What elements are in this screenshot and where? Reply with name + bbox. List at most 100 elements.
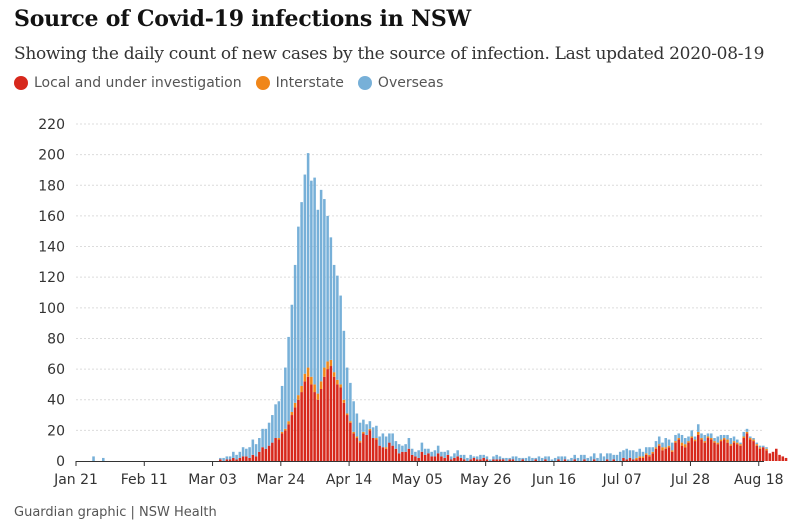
x-tick-label: Apr 14 <box>326 472 373 488</box>
bar-overseas <box>602 456 606 461</box>
bar-local <box>781 456 785 461</box>
bar-overseas <box>716 436 720 443</box>
bar-overseas <box>423 448 427 455</box>
bar-overseas <box>729 438 733 445</box>
bar-overseas <box>241 447 245 457</box>
bar-interstate <box>667 445 671 448</box>
bar-interstate <box>703 441 707 443</box>
bar-overseas <box>300 202 303 386</box>
bar-overseas <box>375 425 378 439</box>
bar-local <box>436 453 440 461</box>
bar-overseas <box>687 436 690 442</box>
y-axis: 0 20 40 60 80 100 120 140 160 180 200 220 <box>38 117 65 470</box>
bar-overseas <box>749 436 752 439</box>
bar-local <box>696 434 700 461</box>
bar-local <box>277 439 281 461</box>
bar-local <box>771 451 775 461</box>
bar-local <box>401 451 404 461</box>
bar-overseas <box>755 442 759 445</box>
bar-local <box>326 369 329 461</box>
bar-local <box>638 457 641 461</box>
bar-local <box>667 447 671 461</box>
bar-local <box>583 459 586 461</box>
bar-overseas <box>290 304 294 412</box>
bar-overseas <box>579 454 583 461</box>
bar-local <box>745 433 749 461</box>
bar-interstate <box>384 447 388 449</box>
bar-local <box>306 376 310 461</box>
bar-overseas <box>462 454 466 460</box>
bar-overseas <box>368 421 372 429</box>
bar-local <box>709 439 713 461</box>
x-tick-label: May 26 <box>460 472 511 488</box>
bar-local <box>336 384 339 461</box>
y-tick-label: 0 <box>56 454 65 470</box>
bar-overseas <box>261 428 264 448</box>
bar-local <box>475 459 479 461</box>
bar-overseas <box>570 457 573 461</box>
bar-local <box>254 456 258 461</box>
bar-overseas <box>349 382 352 422</box>
bar-overseas <box>505 457 508 461</box>
bar-interstate <box>706 436 710 439</box>
bar-overseas <box>430 451 433 457</box>
bar-local <box>313 392 316 461</box>
bar-local <box>352 433 355 461</box>
bar-interstate <box>654 447 658 449</box>
y-tick-label: 220 <box>38 117 65 133</box>
bar-overseas <box>495 454 498 460</box>
bar-local <box>225 459 229 461</box>
bar-overseas <box>651 447 655 452</box>
bar-overseas <box>332 264 336 373</box>
bar-local <box>563 459 567 461</box>
bar-local <box>768 453 772 461</box>
bar-local <box>508 459 511 461</box>
bar-interstate <box>375 438 378 440</box>
bar-overseas <box>745 428 749 432</box>
bar-overseas <box>329 237 333 360</box>
bar-overseas <box>297 226 300 396</box>
bar-interstate <box>719 439 723 442</box>
bar-overseas <box>284 367 287 429</box>
bar-overseas <box>303 174 307 374</box>
bar-local <box>251 454 255 461</box>
bar-local <box>453 457 456 461</box>
bar-overseas <box>641 451 645 457</box>
y-tick-label: 140 <box>38 240 65 256</box>
bar-local <box>703 442 707 461</box>
bar-local <box>391 445 394 461</box>
bar-interstate <box>342 399 346 403</box>
bar-interstate <box>713 441 716 443</box>
bar-overseas <box>631 450 635 460</box>
bar-overseas <box>245 448 248 457</box>
bar-overseas <box>501 457 505 460</box>
bar-local <box>329 366 333 461</box>
bar-overseas <box>560 456 563 461</box>
bar-overseas <box>592 453 596 460</box>
bar-interstate <box>349 421 352 423</box>
bar-overseas <box>622 450 625 458</box>
bar-local <box>303 381 307 461</box>
bar-interstate <box>674 441 677 443</box>
bar-overseas <box>388 433 391 443</box>
bar-overseas <box>420 442 424 452</box>
bar-local <box>267 445 271 461</box>
bar-local <box>644 454 648 461</box>
bar-interstate <box>648 454 651 457</box>
x-tick-label: Jun 16 <box>531 472 576 488</box>
bar-local <box>323 376 326 461</box>
bar-overseas <box>102 457 105 461</box>
bar-local <box>732 442 736 461</box>
bar-overseas <box>573 454 576 460</box>
bar-local <box>495 459 498 461</box>
bar-overseas <box>488 459 492 461</box>
bar-overseas <box>280 385 284 432</box>
x-tick-label: Mar 24 <box>256 472 305 488</box>
bar-local <box>749 439 752 461</box>
bar-overseas <box>433 450 437 457</box>
bar-overseas <box>313 177 316 385</box>
bar-overseas <box>287 336 290 422</box>
bar-overseas <box>661 442 664 448</box>
bar-overseas <box>248 447 251 458</box>
bar-overseas <box>583 454 586 460</box>
